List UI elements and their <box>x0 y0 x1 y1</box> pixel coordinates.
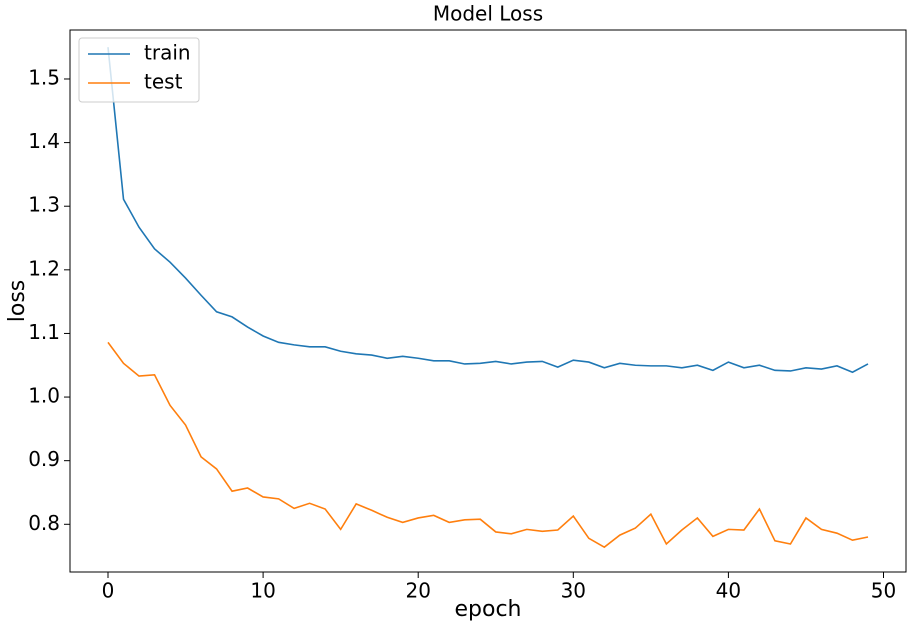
x-tick-label: 20 <box>405 579 430 603</box>
data-line <box>107 47 869 374</box>
y-tick-label: 1.2 <box>28 256 60 280</box>
y-tick-label: 1.3 <box>28 193 60 217</box>
x-tick-label: 30 <box>561 579 586 603</box>
data-line <box>107 341 869 549</box>
plot-frame <box>69 29 907 573</box>
x-tick-label: 10 <box>250 579 275 603</box>
y-axis-label: loss <box>5 280 30 323</box>
legend-label: train <box>144 41 191 65</box>
x-tick-label: 40 <box>716 579 741 603</box>
y-tick-label: 1.5 <box>28 65 60 89</box>
y-tick-label: 0.9 <box>28 447 60 471</box>
x-tick-label: 0 <box>102 579 115 603</box>
y-tick-label: 1.4 <box>28 129 60 153</box>
y-tick-label: 0.8 <box>28 511 60 535</box>
x-axis-label: epoch <box>455 597 522 622</box>
legend-label: test <box>144 70 183 94</box>
x-tick-label: 50 <box>871 579 896 603</box>
y-tick-label: 1.0 <box>28 384 60 408</box>
chart-title: Model Loss <box>433 2 543 26</box>
y-tick-label: 1.1 <box>28 320 60 344</box>
